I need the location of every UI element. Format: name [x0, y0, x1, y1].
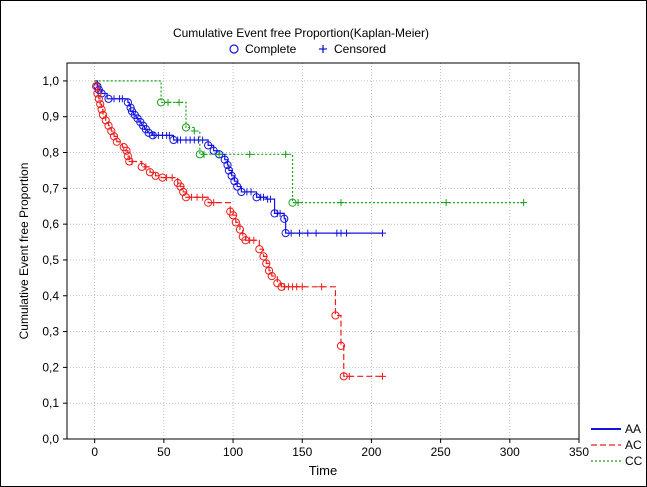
complete-point	[259, 252, 268, 261]
censored-point	[345, 372, 353, 380]
y-tick-label: 0,9	[42, 110, 59, 124]
axes: 0 50 100 150 200 250 300 350 0,0 0,1 0,2 0,3 0,4 0,5 0…	[42, 74, 589, 459]
complete-point	[97, 105, 106, 114]
censored-point	[246, 150, 254, 158]
censored-point	[282, 150, 290, 158]
x-tick-label: 0	[91, 445, 98, 459]
complete-point	[181, 123, 191, 132]
series-ac	[91, 80, 387, 381]
series-aa	[93, 80, 387, 238]
complete-legend-label: Complete	[245, 42, 297, 56]
censored-point	[266, 195, 274, 203]
complete-point	[96, 100, 105, 109]
censored-point	[304, 229, 312, 237]
censored-point	[379, 372, 387, 380]
x-tick-label: 150	[292, 445, 312, 459]
series-legend: AA AC CC	[591, 422, 643, 468]
censored-point	[199, 193, 207, 201]
y-tick-label: 0,0	[42, 432, 59, 446]
censored-point	[128, 157, 136, 165]
complete-point	[235, 225, 245, 234]
x-tick-label: 350	[569, 445, 589, 459]
censored-point	[175, 98, 183, 106]
y-axis-label: Cumulative Event free Proportion	[17, 163, 31, 340]
legend-label-ac: AC	[625, 438, 642, 452]
censored-point	[294, 199, 302, 207]
censored-point	[337, 199, 345, 207]
censored-point	[287, 229, 295, 237]
censored-point	[259, 193, 267, 201]
complete-point	[267, 271, 276, 281]
complete-point	[93, 89, 102, 98]
censored-point	[118, 95, 126, 103]
complete-point	[204, 141, 213, 150]
y-tick-label: 1,0	[42, 74, 59, 88]
complete-point	[233, 182, 242, 191]
y-tick-label: 0,4	[42, 289, 59, 303]
complete-point	[231, 218, 240, 227]
censored-point	[276, 209, 284, 217]
complete-point	[331, 311, 340, 320]
marker-legend: Complete Censored	[229, 42, 386, 56]
censored-point	[298, 283, 306, 291]
censored-point	[318, 283, 326, 291]
censored-point	[312, 229, 320, 237]
plot-area	[66, 62, 580, 440]
censored-point	[250, 236, 258, 244]
complete-point	[255, 245, 264, 254]
censored-point	[379, 229, 387, 237]
y-tick-label: 0,8	[42, 146, 59, 160]
x-tick-label: 250	[431, 445, 451, 459]
complete-point	[112, 137, 121, 146]
series-layer	[91, 80, 528, 381]
chart-title: Cumulative Event free Proportion(Kaplan-…	[173, 26, 429, 40]
legend-label-aa: AA	[625, 422, 641, 436]
complete-point	[126, 103, 135, 112]
censored-point	[164, 98, 172, 106]
x-tick-label: 100	[223, 445, 243, 459]
y-tick-label: 0,3	[42, 325, 59, 339]
complete-point	[122, 146, 131, 155]
y-tick-label: 0,5	[42, 253, 59, 267]
censored-point	[442, 199, 450, 207]
censored-point	[200, 150, 208, 158]
censored-point	[142, 163, 150, 171]
complete-marker-icon	[229, 44, 239, 54]
censored-point	[165, 131, 173, 139]
complete-point	[228, 211, 238, 220]
censored-point	[210, 199, 218, 207]
legend-label-cc: CC	[625, 454, 643, 468]
complete-point	[94, 94, 103, 103]
grid	[67, 63, 580, 440]
censored-marker-icon	[319, 45, 327, 53]
x-tick-label: 50	[157, 445, 171, 459]
censored-point	[247, 188, 255, 196]
x-tick-label: 200	[361, 445, 381, 459]
censored-point	[343, 229, 351, 237]
y-tick-label: 0,7	[42, 181, 59, 195]
y-tick-label: 0,6	[42, 217, 59, 231]
censored-point	[190, 127, 198, 135]
series-cc	[94, 80, 528, 207]
complete-point	[280, 214, 289, 223]
censored-point	[168, 174, 176, 182]
complete-point	[336, 341, 346, 350]
y-tick-label: 0,2	[42, 360, 59, 374]
complete-point	[262, 259, 271, 268]
x-axis-label: Time	[309, 463, 337, 478]
complete-point	[223, 160, 232, 170]
x-tick-label: 300	[500, 445, 520, 459]
censored-point	[520, 199, 528, 207]
complete-point	[144, 128, 153, 137]
km-step-line	[94, 80, 383, 234]
y-tick-label: 0,1	[42, 396, 59, 410]
complete-point	[123, 152, 132, 161]
censored-point	[295, 229, 303, 237]
censored-legend-label: Censored	[334, 42, 386, 56]
censored-point	[215, 150, 223, 158]
